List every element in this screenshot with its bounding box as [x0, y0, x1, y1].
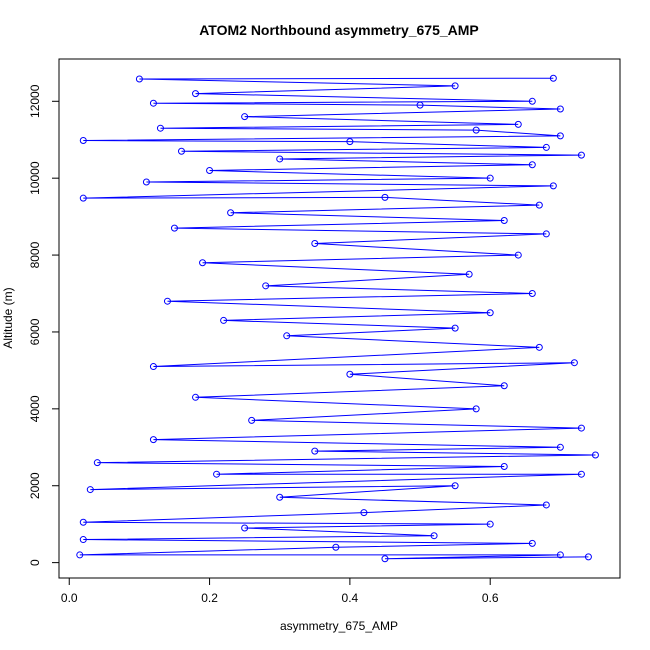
- data-point: [199, 259, 207, 267]
- data-point: [451, 82, 459, 90]
- data-point: [360, 509, 368, 517]
- data-point: [542, 143, 550, 151]
- data-point: [556, 443, 564, 451]
- data-point: [381, 555, 389, 563]
- data-point: [177, 147, 185, 155]
- data-point: [346, 138, 354, 146]
- data-point: [430, 532, 438, 540]
- data-point: [149, 436, 157, 444]
- data-point: [311, 240, 319, 248]
- data-point: [311, 447, 319, 455]
- data-point: [86, 486, 94, 494]
- y-tick-label: 8000: [28, 241, 42, 268]
- data-point: [528, 161, 536, 169]
- data-point: [79, 137, 87, 145]
- x-tick-label: 0.0: [61, 591, 78, 605]
- data-point: [241, 524, 249, 532]
- data-point: [156, 124, 164, 132]
- data-point: [528, 97, 536, 105]
- data-point: [192, 393, 200, 401]
- data-point: [535, 343, 543, 351]
- x-tick-label: 0.6: [482, 591, 499, 605]
- data-point: [549, 74, 557, 82]
- data-point: [142, 178, 150, 186]
- y-tick-label: 10000: [28, 161, 42, 195]
- data-point: [262, 282, 270, 290]
- data-point: [93, 459, 101, 467]
- data-point: [542, 230, 550, 238]
- data-point: [79, 518, 87, 526]
- data-point: [163, 297, 171, 305]
- y-tick-label: 6000: [28, 318, 42, 345]
- data-point: [500, 382, 508, 390]
- data-point: [346, 370, 354, 378]
- data-point: [556, 105, 564, 113]
- y-axis-label: Altitude (m): [1, 287, 15, 348]
- data-point: [241, 113, 249, 121]
- data-point: [500, 463, 508, 471]
- data-point: [381, 193, 389, 201]
- data-point: [486, 309, 494, 317]
- data-line: [79, 77, 596, 560]
- y-tick-label: 12000: [28, 84, 42, 118]
- data-point: [276, 155, 284, 163]
- data-point: [549, 182, 557, 190]
- data-point: [213, 470, 221, 478]
- data-point: [486, 520, 494, 528]
- data-point: [577, 151, 585, 159]
- data-point: [570, 359, 578, 367]
- data-point: [451, 482, 459, 490]
- data-point: [192, 90, 200, 98]
- data-point: [528, 290, 536, 298]
- data-point: [465, 270, 473, 278]
- data-point: [556, 551, 564, 559]
- data-point: [486, 174, 494, 182]
- data-point: [577, 424, 585, 432]
- data-point: [170, 224, 178, 232]
- data-point: [514, 251, 522, 259]
- data-point: [577, 470, 585, 478]
- data-point: [535, 201, 543, 209]
- data-point: [591, 451, 599, 459]
- data-point: [283, 332, 291, 340]
- data-point: [149, 363, 157, 371]
- data-point: [500, 216, 508, 224]
- data-point: [451, 324, 459, 332]
- chart-title: ATOM2 Northbound asymmetry_675_AMP: [199, 22, 479, 38]
- data-point: [556, 132, 564, 140]
- data-point: [528, 539, 536, 547]
- data-point: [206, 166, 214, 174]
- data-point: [79, 194, 87, 202]
- data-point: [514, 120, 522, 128]
- y-tick-label: 2000: [28, 472, 42, 499]
- x-tick-label: 0.4: [342, 591, 359, 605]
- x-tick-label: 0.2: [201, 591, 218, 605]
- data-point: [220, 316, 228, 324]
- data-point: [76, 551, 84, 559]
- data-point: [227, 209, 235, 217]
- data-point: [472, 126, 480, 134]
- data-point: [248, 416, 256, 424]
- data-point: [332, 543, 340, 551]
- y-tick-label: 0: [28, 559, 42, 566]
- y-tick-label: 4000: [28, 395, 42, 422]
- data-point: [584, 553, 592, 561]
- data-point: [276, 493, 284, 501]
- data-point: [416, 101, 424, 109]
- x-axis-label: asymmetry_675_AMP: [280, 619, 398, 633]
- data-point: [542, 501, 550, 509]
- data-point: [79, 536, 87, 544]
- data-point: [135, 75, 143, 83]
- data-point: [472, 405, 480, 413]
- data-point: [149, 99, 157, 107]
